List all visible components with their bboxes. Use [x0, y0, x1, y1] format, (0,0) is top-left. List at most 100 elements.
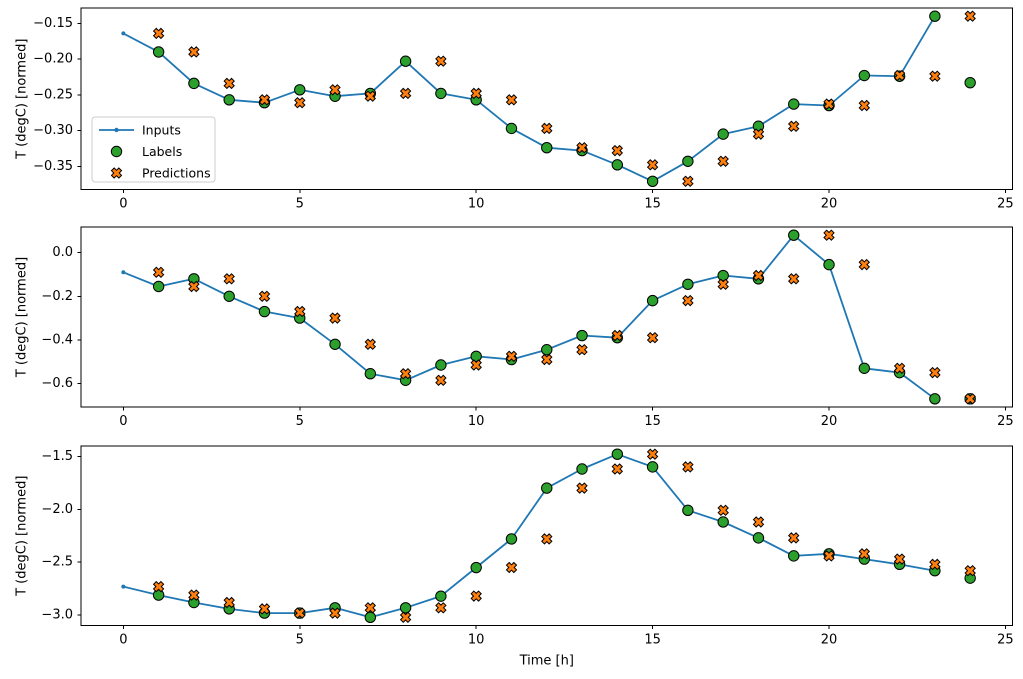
labels-marker: [435, 359, 447, 371]
predictions-marker: [329, 84, 341, 96]
x-tick-label: 10: [468, 633, 485, 648]
predictions-marker: [364, 338, 377, 351]
predictions-marker: [329, 312, 341, 324]
predictions-marker: [505, 350, 518, 363]
labels-marker: [682, 504, 694, 517]
predictions-marker: [188, 589, 200, 601]
predictions-marker: [294, 96, 306, 109]
labels-marker: [152, 46, 165, 58]
y-tick-label: 0.0: [52, 245, 73, 260]
legend-box: [91, 116, 216, 183]
predictions-marker: [329, 607, 341, 619]
y-tick-label: −0.25: [33, 87, 73, 102]
predictions-marker: [399, 611, 412, 624]
x-tick-label: 25: [997, 197, 1014, 212]
y-tick-label: −0.20: [33, 52, 73, 67]
predictions-marker: [929, 70, 941, 82]
predictions-marker: [611, 329, 624, 342]
y-tick-label: −0.35: [33, 159, 73, 174]
labels-marker: [682, 278, 694, 290]
x-tick-label: 25: [997, 414, 1014, 429]
labels-marker: [788, 98, 800, 110]
predictions-marker: [470, 87, 482, 100]
predictions-marker: [541, 353, 553, 366]
legend-predictions-marker: [110, 167, 123, 179]
labels-marker: [505, 122, 518, 135]
predictions-marker: [435, 374, 447, 387]
labels-marker: [646, 461, 659, 473]
y-tick-label: −0.15: [33, 16, 73, 31]
legend-entry-label: Labels: [142, 144, 182, 159]
x-tick-label: 0: [119, 633, 127, 648]
predictions-marker: [787, 120, 800, 133]
predictions-marker: [787, 532, 800, 544]
labels-marker: [435, 87, 447, 100]
labels-marker: [223, 94, 235, 106]
predictions-marker: [505, 94, 518, 106]
x-tick-label: 10: [468, 197, 485, 212]
y-tick-label: −0.30: [33, 123, 73, 138]
predictions-marker: [823, 550, 835, 562]
x-tick-label: 15: [644, 633, 661, 648]
predictions-marker: [893, 553, 906, 565]
axes-frame: [80, 226, 1013, 408]
labels-marker: [858, 362, 871, 374]
predictions-marker: [223, 77, 235, 90]
inputs-line: [123, 453, 936, 619]
predictions-marker: [682, 175, 694, 188]
labels-marker: [964, 76, 976, 89]
predictions-marker: [152, 580, 165, 593]
predictions-marker: [752, 269, 765, 282]
x-tick-label: 15: [644, 414, 661, 429]
labels-marker: [541, 344, 553, 356]
predictions-marker: [752, 128, 765, 140]
predictions-marker: [470, 359, 482, 371]
predictions-marker: [576, 141, 588, 154]
x-axis-label: Time [h]: [519, 654, 574, 669]
labels-marker: [646, 175, 659, 187]
y-axis-label: T (degC) [normed]: [15, 257, 30, 378]
predictions-marker: [717, 278, 729, 291]
predictions-marker: [858, 99, 871, 112]
predictions-marker: [188, 280, 200, 293]
labels-marker: [258, 305, 271, 318]
predictions-marker: [152, 27, 165, 40]
labels-marker: [223, 290, 235, 302]
x-tick-label: 10: [468, 414, 485, 429]
labels-marker: [576, 329, 588, 342]
predictions-marker: [223, 273, 235, 285]
y-axis-label: T (degC) [normed]: [15, 39, 30, 160]
predictions-marker: [929, 366, 941, 379]
predictions-marker: [646, 448, 659, 460]
labels-marker: [364, 611, 377, 624]
predictions-marker: [964, 10, 976, 22]
predictions-marker: [893, 69, 906, 82]
predictions-marker: [611, 463, 624, 475]
x-tick-label: 25: [997, 633, 1014, 648]
predictions-marker: [188, 46, 200, 58]
labels-marker: [717, 516, 729, 528]
inputs-line: [122, 234, 936, 400]
labels-marker: [858, 69, 871, 82]
predictions-marker: [576, 343, 588, 356]
x-tick-label: 5: [296, 197, 304, 212]
inputs-point: [121, 270, 126, 275]
x-tick-label: 5: [296, 414, 304, 429]
predictions-marker: [364, 90, 377, 102]
y-tick-label: −2.5: [41, 555, 73, 570]
axes-frame: [80, 445, 1013, 626]
labels-marker: [576, 463, 588, 475]
inputs-point: [121, 31, 126, 36]
labels-marker: [470, 561, 482, 574]
predictions-marker: [682, 461, 694, 473]
predictions-marker: [435, 55, 447, 67]
x-tick-label: 20: [821, 414, 838, 429]
labels-marker: [188, 77, 200, 90]
y-axis-label: T (degC) [normed]: [15, 476, 30, 597]
predictions-marker: [717, 155, 729, 168]
y-tick-label: −2.0: [41, 502, 73, 517]
y-tick-label: −3.0: [41, 608, 73, 623]
legend-inputs-dot: [114, 127, 119, 133]
